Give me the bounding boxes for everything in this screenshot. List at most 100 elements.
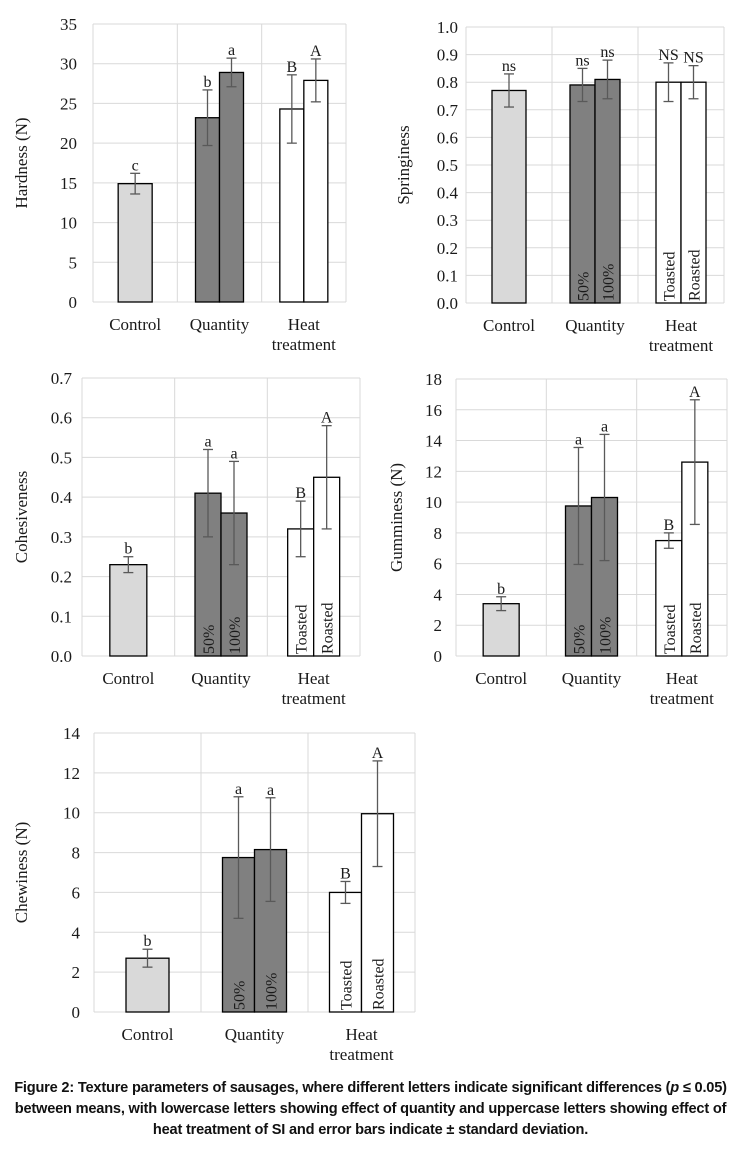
y-tick-label: 0.0 [437,294,458,313]
bar-inner-label: 100% [601,264,618,301]
bar-inner-label: Roasted [687,249,704,301]
chart-hardness: 0 5 10 15 20 25 30 35 Hardness (N) Control Quantit… [12,15,347,354]
y-tick-label: 0.3 [51,528,72,547]
significance-label: a [601,418,608,435]
bar-inner-label: Toasted [662,251,679,301]
y-tick-label: 5 [69,253,78,272]
bar-control [109,564,148,657]
significance-label: B [340,865,351,882]
bar-inner-label: 50% [572,625,589,654]
x-category-label: treatment [272,335,336,354]
caption-lead: Figure 2: Texture parameters of sausages… [14,1080,671,1096]
y-axis-label: Gumminess (N) [387,463,406,572]
y-tick-label: 8 [72,844,81,863]
x-category-label: treatment [282,689,346,708]
bar-inner-label: Roasted [688,602,705,654]
y-tick-label: 0.0 [51,647,72,666]
y-tick-label: 2 [434,616,443,635]
bar-inner-label: Toasted [294,604,311,654]
bar-control [117,183,153,303]
x-category-label: Control [475,669,527,688]
bar-inner-label: Toasted [662,604,679,654]
bar-inner-label: 50% [232,981,249,1010]
y-tick-label: 0.5 [51,448,72,467]
significance-label: A [372,745,384,762]
bar-heat [680,81,707,304]
bar-quantity [594,78,621,304]
y-tick-label: 1.0 [437,18,458,37]
significance-label: NS [683,50,703,67]
significance-label: a [267,782,274,799]
significance-label: B [286,59,297,76]
significance-label: B [663,517,674,534]
y-tick-label: 0.4 [51,488,73,507]
chart-cohesiveness: 0.0 0.1 0.2 0.3 0.4 0.5 0.6 0.7 Cohesiveness Cont… [12,369,361,708]
bar-inner-label: 100% [598,617,615,654]
bar-control [491,89,527,304]
chart-chewiness: 0 2 4 6 8 10 12 14 Chewiness (N) Control Quantity H… [12,724,416,1064]
x-category-label: Control [102,669,154,688]
bar-heat [303,79,329,303]
x-category-label: Heat [288,315,320,334]
bar-inner-label: Roasted [320,602,337,654]
y-axis-label: Chewiness (N) [12,822,31,924]
y-tick-label: 12 [425,462,442,481]
x-category-label: Heat [345,1025,377,1044]
y-tick-label: 0 [72,1003,81,1022]
y-tick-label: 30 [60,55,77,74]
significance-label: B [295,485,306,502]
significance-label: a [575,431,582,448]
y-axis-label: Springiness [394,125,413,204]
x-category-label: Control [122,1025,174,1044]
y-tick-label: 0 [69,293,78,312]
x-category-label: Quantity [225,1025,285,1044]
y-tick-label: 14 [425,432,443,451]
significance-label: ns [600,44,614,61]
x-category-label: Heat [666,669,698,688]
figure-caption: Figure 2: Texture parameters of sausages… [0,1078,741,1141]
y-tick-label: 15 [60,174,77,193]
y-tick-label: 10 [60,214,77,233]
y-tick-label: 0.6 [437,128,458,147]
bar-heat [655,81,682,304]
y-tick-label: 0.7 [51,369,73,388]
significance-label: b [144,933,152,950]
x-category-label: Heat [665,316,697,335]
bar-inner-label: Toasted [339,960,356,1010]
y-tick-label: 20 [60,134,77,153]
x-category-label: Quantity [565,316,625,335]
caption-rest: ≤ 0.05) between means, with lowercase le… [14,1080,727,1138]
significance-label: A [321,410,333,427]
significance-label: b [204,74,212,91]
x-category-label: Quantity [191,669,251,688]
significance-label: a [235,781,242,798]
y-tick-label: 0.1 [51,607,72,626]
y-tick-label: 0 [434,647,443,666]
y-tick-label: 4 [72,923,81,942]
significance-label: A [310,43,322,60]
y-tick-label: 14 [63,724,81,743]
bar-quantity [218,71,245,303]
y-tick-label: 6 [434,555,443,574]
significance-label: a [228,42,235,59]
y-tick-label: 0.2 [51,568,72,587]
caption-p-symbol: p [670,1080,680,1096]
y-tick-label: 0.8 [437,73,458,92]
y-tick-label: 0.3 [437,211,458,230]
y-tick-label: 18 [425,370,442,389]
x-category-label: Heat [298,669,330,688]
bar-quantity [569,84,596,304]
y-tick-label: 35 [60,15,77,34]
y-tick-label: 0.6 [51,409,72,428]
y-tick-label: 10 [425,493,442,512]
x-category-label: treatment [649,336,713,355]
significance-label: a [230,445,237,462]
bar-inner-label: 100% [227,617,244,654]
bar-heat [360,813,395,1013]
y-tick-label: 8 [434,524,443,543]
x-category-label: Control [483,316,535,335]
y-tick-label: 4 [434,585,443,604]
y-axis-label: Hardness (N) [12,117,31,208]
bar-inner-label: 50% [201,625,218,654]
